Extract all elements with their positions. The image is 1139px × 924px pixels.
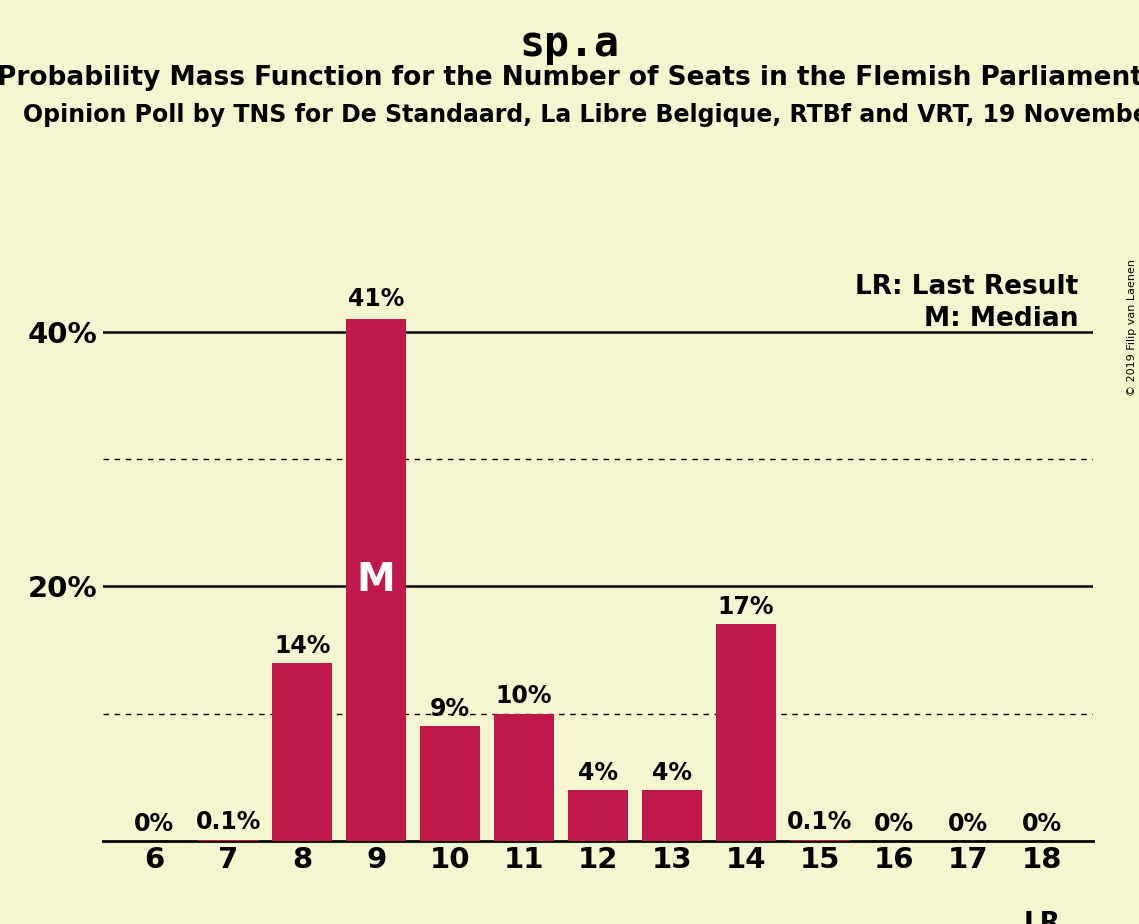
Bar — [198, 840, 259, 841]
Text: 41%: 41% — [347, 287, 404, 311]
Text: M: Median: M: Median — [924, 306, 1079, 332]
Text: 0%: 0% — [874, 812, 913, 835]
Bar — [493, 713, 555, 841]
Text: 0.1%: 0.1% — [787, 810, 852, 834]
Text: 9%: 9% — [431, 698, 470, 721]
Text: LR: LR — [1023, 911, 1060, 924]
Text: 10%: 10% — [495, 685, 552, 709]
Text: 0%: 0% — [948, 812, 988, 835]
Text: 14%: 14% — [274, 634, 330, 658]
Bar — [567, 790, 629, 841]
Text: 4%: 4% — [577, 760, 618, 784]
Bar — [420, 726, 481, 841]
Text: Opinion Poll by TNS for De Standaard, La Libre Belgique, RTBf and VRT, 19 Novemb: Opinion Poll by TNS for De Standaard, La… — [23, 103, 1139, 128]
Text: 0.1%: 0.1% — [196, 810, 261, 834]
Text: © 2019 Filip van Laenen: © 2019 Filip van Laenen — [1126, 259, 1137, 395]
Text: 17%: 17% — [718, 595, 775, 619]
Text: LR: Last Result: LR: Last Result — [855, 274, 1079, 300]
Bar — [272, 663, 333, 841]
Text: sp.a: sp.a — [519, 23, 620, 65]
Text: Probability Mass Function for the Number of Seats in the Flemish Parliament: Probability Mass Function for the Number… — [0, 65, 1139, 91]
Bar — [789, 840, 850, 841]
Text: 0%: 0% — [1022, 812, 1062, 835]
Text: 4%: 4% — [652, 760, 691, 784]
Text: 0%: 0% — [134, 812, 174, 835]
Bar — [641, 790, 703, 841]
Bar — [346, 319, 407, 841]
Text: M: M — [357, 561, 395, 599]
Bar — [715, 625, 776, 841]
